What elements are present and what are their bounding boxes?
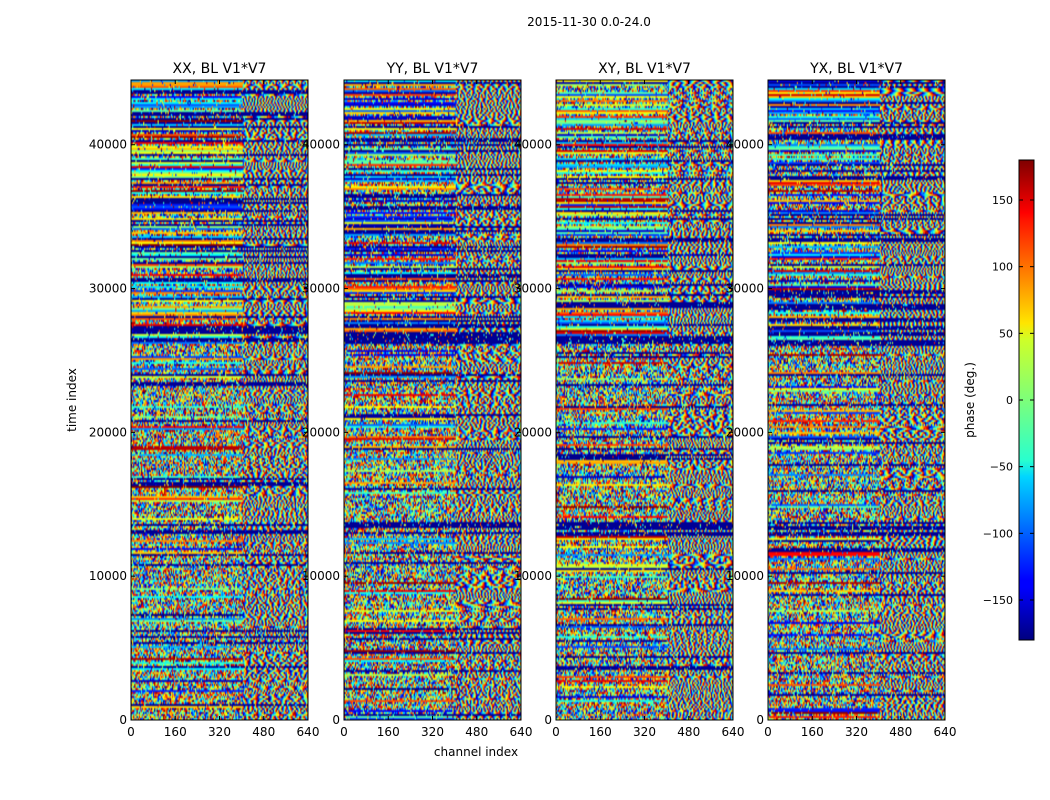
panel-title: XY, BL V1*V7 (598, 61, 691, 77)
colorbar-ticks: 150 100 50 0 −50 −100 −150 (983, 194, 1034, 607)
x-tick-label: 0 (127, 725, 135, 739)
x-tick-label: 480 (677, 725, 700, 739)
x-tick-label: 160 (801, 725, 824, 739)
x-tick-label: 320 (845, 725, 868, 739)
y-tick-label: 40000 (89, 138, 127, 152)
y-tick-label: 40000 (514, 138, 552, 152)
x-tick-label: 160 (164, 725, 187, 739)
x-tick-label: 0 (552, 725, 560, 739)
y-tick-label: 30000 (302, 282, 340, 296)
colorbar-tick-label: 150 (992, 194, 1013, 207)
panel-title: YX, BL V1*V7 (809, 61, 903, 77)
colorbar-tick-label: 100 (992, 261, 1013, 274)
colorbar-tick-label: −50 (990, 461, 1013, 474)
y-tick-label: 20000 (302, 425, 340, 439)
y-tick-label: 10000 (726, 569, 764, 583)
y-tick-label: 20000 (89, 425, 127, 439)
panel-1: XX, BL V1*V7 0 160 320 480 640 0 10000 20000 3000… (89, 61, 320, 739)
x-tick-label: 320 (421, 725, 444, 739)
x-tick-label: 160 (377, 725, 400, 739)
y-tick-label: 40000 (302, 138, 340, 152)
x-tick-label: 160 (589, 725, 612, 739)
x-tick-label: 320 (633, 725, 656, 739)
phase-heatmap (131, 80, 308, 720)
x-tick-label: 640 (934, 725, 957, 739)
colorbar-tick-label: 0 (1006, 394, 1013, 407)
panel-title: XX, BL V1*V7 (173, 61, 267, 77)
y-tick-label: 40000 (726, 138, 764, 152)
phase-heatmap (556, 80, 733, 720)
x-tick-label: 640 (722, 725, 745, 739)
y-tick-label: 10000 (302, 569, 340, 583)
colorbar: 150 100 50 0 −50 −100 −150 phase (deg.) (963, 159, 1035, 641)
x-axis-label: channel index (434, 745, 518, 759)
colorbar-tick-label: −150 (983, 594, 1013, 607)
colorbar-tick-label: 50 (999, 327, 1013, 340)
y-tick-label: 20000 (514, 425, 552, 439)
x-tick-label: 0 (764, 725, 772, 739)
figure-suptitle: 2015-11-30 0.0-24.0 (527, 15, 651, 29)
panel-4: YX, BL V1*V7 0 160 320 480 640 0 10000 20000 3000… (726, 61, 957, 739)
y-tick-label: 20000 (726, 425, 764, 439)
x-tick-label: 0 (340, 725, 348, 739)
phase-heatmap (344, 80, 521, 720)
colorbar-label: phase (deg.) (963, 362, 977, 438)
panel-title: YY, BL V1*V7 (386, 61, 479, 77)
panel-2: YY, BL V1*V7 0 160 320 480 640 0 10000 20000 3000… (302, 61, 533, 739)
x-tick-label: 640 (510, 725, 533, 739)
x-tick-label: 480 (465, 725, 488, 739)
x-tick-label: 480 (252, 725, 275, 739)
y-tick-label: 10000 (514, 569, 552, 583)
x-tick-label: 480 (889, 725, 912, 739)
y-tick-label: 0 (119, 713, 127, 727)
panels: XX, BL V1*V7 0 160 320 480 640 0 10000 20000 3000… (89, 61, 957, 739)
y-tick-label: 0 (544, 713, 552, 727)
phase-heatmap (768, 80, 945, 720)
y-tick-label: 30000 (514, 282, 552, 296)
y-axis-label: time index (65, 368, 79, 432)
y-tick-label: 0 (756, 713, 764, 727)
y-tick-label: 0 (332, 713, 340, 727)
panel-3: XY, BL V1*V7 0 160 320 480 640 0 10000 20000 3000… (514, 61, 745, 739)
y-tick-label: 30000 (726, 282, 764, 296)
colorbar-tick-label: −100 (983, 527, 1013, 540)
y-tick-label: 30000 (89, 282, 127, 296)
y-tick-label: 10000 (89, 569, 127, 583)
x-tick-label: 640 (297, 725, 320, 739)
x-tick-label: 320 (208, 725, 231, 739)
